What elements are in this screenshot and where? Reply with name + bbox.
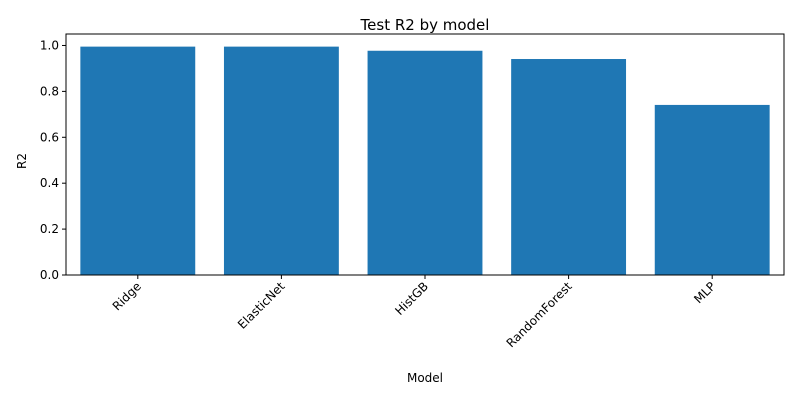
- bar-mlp: [654, 104, 770, 276]
- y-tick-label: 0.4: [40, 176, 59, 190]
- y-tick-label: 0.2: [40, 222, 59, 236]
- x-axis-label: Model: [407, 371, 443, 385]
- chart-title: Test R2 by model: [360, 16, 490, 34]
- y-tick-label: 0.0: [40, 268, 59, 282]
- y-axis-label: R2: [15, 153, 29, 169]
- axes-frame: [65, 33, 785, 276]
- bar-randomforest: [511, 59, 627, 275]
- y-tick-label: 0.8: [40, 84, 59, 98]
- y-tick-label: 1.0: [40, 38, 59, 52]
- y-tick-label: 0.6: [40, 130, 59, 144]
- bar-ridge: [80, 46, 196, 275]
- bar-elasticnet: [223, 46, 339, 275]
- bar-histgb: [367, 50, 483, 276]
